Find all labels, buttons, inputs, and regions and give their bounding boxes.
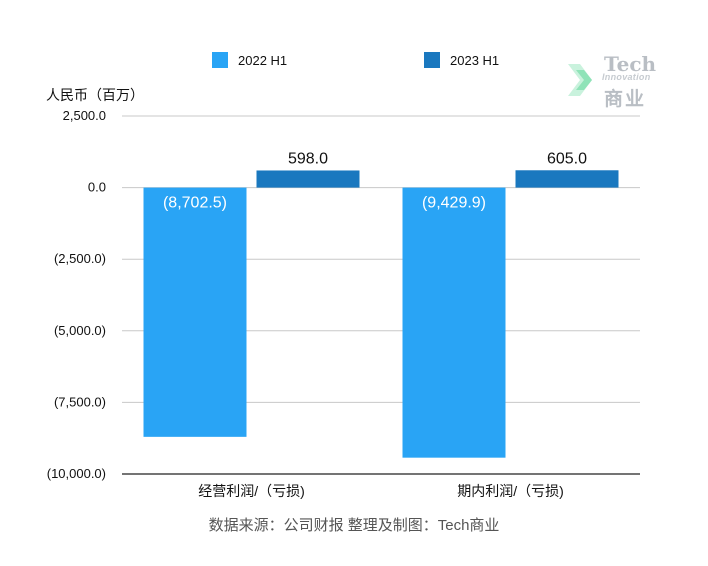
logo-text-tech: Tech (604, 52, 657, 76)
x-tick-label: 期内利润/（亏损) (457, 483, 564, 499)
tech-business-logo: Tech Innovation 商业 (566, 50, 666, 110)
y-tick-label: (7,500.0) (54, 394, 106, 409)
logo-text-innovation: Innovation (602, 72, 651, 82)
source-note: 数据来源：公司财报 整理及制图：Tech商业 (208, 517, 500, 534)
x-tick-label: 经营利润/（亏损) (198, 483, 305, 499)
y-tick-label: 2,500.0 (63, 108, 106, 123)
legend-label-2022-h1: 2022 H1 (238, 52, 288, 68)
data-label: 605.0 (547, 150, 587, 167)
y-tick-label: (10,000.0) (47, 466, 106, 481)
y-tick-label: (5,000.0) (54, 323, 106, 338)
data-label: (9,429.9) (422, 195, 486, 212)
bar (515, 170, 619, 188)
data-label: (8,702.5) (163, 195, 227, 212)
y-tick-label: 0.0 (88, 180, 106, 195)
legend-swatch-2023-h1 (424, 52, 440, 68)
bar (256, 170, 360, 188)
y-axis-unit-label: 人民币（百万） (46, 87, 144, 103)
legend-item-2023-h1: 2023 H1 (424, 52, 499, 68)
legend-swatch-2022-h1 (212, 52, 228, 68)
data-label: 598.0 (288, 150, 328, 167)
y-tick-label: (2,500.0) (54, 251, 106, 266)
bar (402, 187, 506, 458)
legend-label-2023-h1: 2023 H1 (450, 52, 500, 68)
bar (143, 187, 247, 437)
legend-item-2022-h1: 2022 H1 (212, 52, 287, 68)
logo-text-business: 商业 (604, 89, 647, 110)
chevron-logo-icon (568, 64, 592, 96)
